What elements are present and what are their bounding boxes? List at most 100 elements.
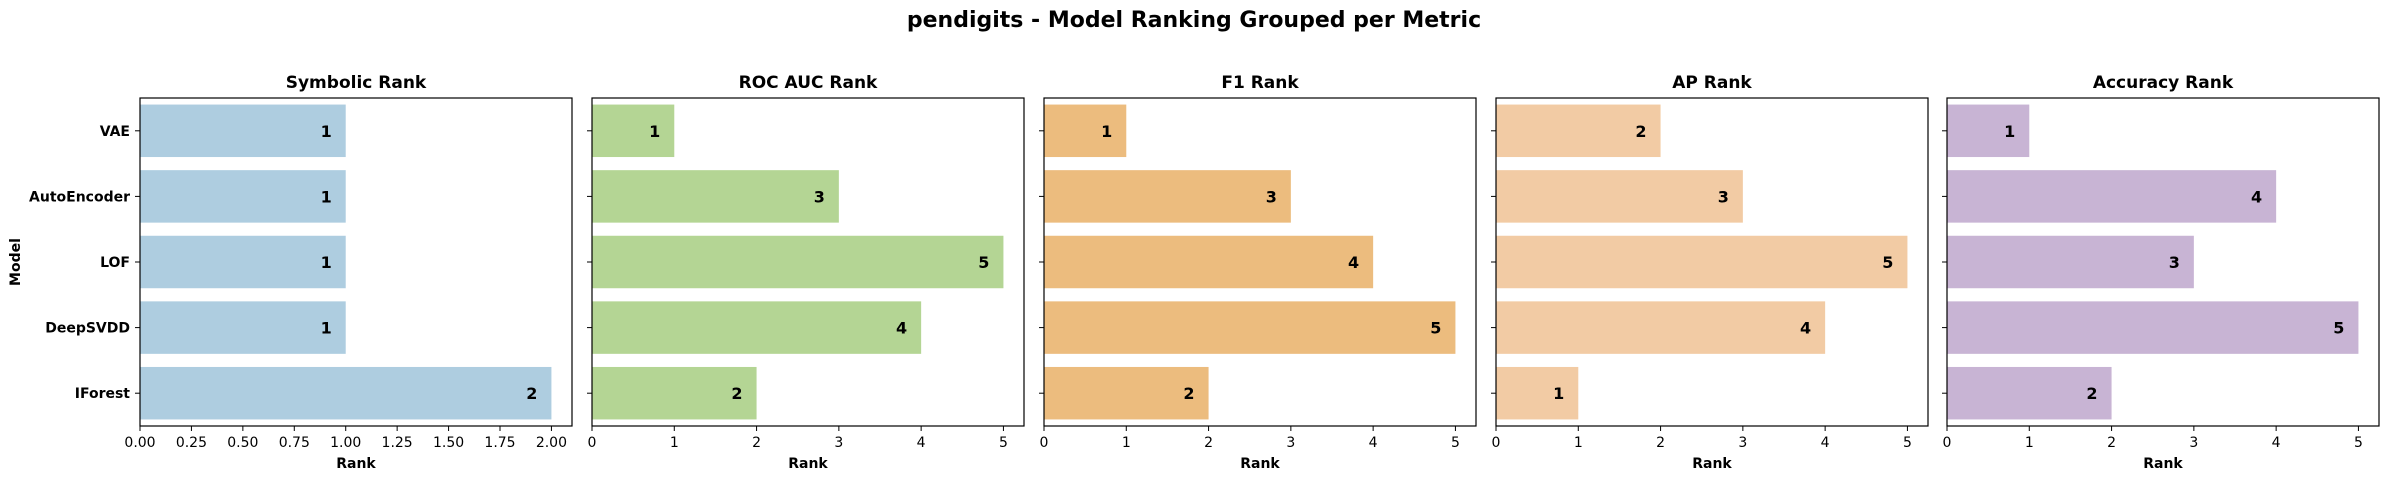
data-label: 2	[731, 384, 742, 403]
bar-vae	[592, 104, 675, 158]
bar-autoencoder	[1044, 170, 1291, 223]
panel-5: 1 4 3 5 2 0 1 2 3 4 5 Accuracy Rank Rank	[1942, 73, 2380, 472]
panel-3: 1 3 4 5 2 0 1 2 3 4 5 F1 Rank Rank	[1039, 73, 1477, 472]
bar-deepsvdd	[592, 301, 922, 354]
x-axis-label: Rank	[1692, 456, 1732, 472]
data-label: 3	[1718, 187, 1729, 206]
panel-title: AP Rank	[1672, 73, 1752, 93]
data-label: 5	[978, 253, 989, 272]
x-tick-label: 2	[1204, 435, 1213, 451]
panel-title: ROC AUC Rank	[739, 73, 878, 93]
x-tick-label: 0	[1492, 435, 1501, 451]
data-label: 2	[1183, 384, 1194, 403]
data-label: 4	[2251, 187, 2262, 206]
bar-iforest	[592, 366, 757, 420]
x-tick-label: 2.00	[536, 435, 567, 451]
x-tick-label: 4	[1821, 435, 1830, 451]
data-label: 3	[2169, 253, 2180, 272]
x-axis-label: Rank	[336, 456, 376, 472]
bar-autoencoder	[140, 170, 346, 223]
bar-autoencoder	[592, 170, 839, 223]
x-tick-label: 5	[1451, 435, 1460, 451]
x-tick-label: 5	[999, 435, 1008, 451]
y-tick-label: DeepSVDD	[45, 321, 130, 337]
x-tick-label: 3	[1286, 435, 1295, 451]
x-tick-label: 0.75	[279, 435, 310, 451]
x-tick-label: 1.75	[484, 435, 515, 451]
data-label: 2	[2086, 384, 2097, 403]
figure-y-axis-label: Model	[8, 238, 24, 286]
bar-vae	[1947, 104, 2030, 158]
axes-frame	[139, 97, 573, 427]
data-label: 3	[1266, 187, 1277, 206]
data-label: 1	[321, 187, 332, 206]
data-label: 4	[1800, 319, 1811, 338]
data-label: 5	[1430, 319, 1441, 338]
panel-title: F1 Rank	[1221, 73, 1299, 93]
bar-autoencoder	[1496, 170, 1743, 223]
panel-1: 1 VAE 1 AutoEncoder 1 LOF 1 DeepSVDD 2 IForest 0.0…	[29, 73, 573, 472]
data-label: 1	[321, 122, 332, 141]
bar-lof	[592, 235, 1004, 289]
data-label: 1	[649, 122, 660, 141]
data-label: 2	[1635, 122, 1646, 141]
bar-autoencoder	[1947, 170, 2277, 223]
panels: 1 VAE 1 AutoEncoder 1 LOF 1 DeepSVDD 2 IForest 0.0…	[29, 73, 2380, 472]
data-label: 1	[1553, 384, 1564, 403]
bar-deepsvdd	[1947, 301, 2359, 354]
x-axis-label: Rank	[788, 456, 828, 472]
x-tick-label: 0.00	[124, 435, 155, 451]
x-axis-label: Rank	[1240, 456, 1280, 472]
x-tick-label: 1.00	[330, 435, 361, 451]
data-label: 1	[2004, 122, 2015, 141]
x-tick-label: 0.25	[176, 435, 207, 451]
axes-frame	[1495, 97, 1929, 427]
x-tick-label: 1	[2025, 435, 2034, 451]
figure-title: pendigits - Model Ranking Grouped per Me…	[907, 8, 1481, 33]
x-tick-label: 3	[1738, 435, 1747, 451]
x-tick-label: 2	[2107, 435, 2116, 451]
x-tick-label: 4	[1369, 435, 1378, 451]
data-label: 1	[1101, 122, 1112, 141]
y-tick-label: VAE	[100, 124, 130, 140]
bar-iforest	[1044, 366, 1209, 420]
x-tick-label: 0	[1943, 435, 1952, 451]
x-tick-label: 1.50	[433, 435, 464, 451]
bar-deepsvdd	[1496, 301, 1826, 354]
data-label: 5	[1882, 253, 1893, 272]
x-tick-label: 3	[2189, 435, 2198, 451]
x-tick-label: 1	[1574, 435, 1583, 451]
data-label: 3	[814, 187, 825, 206]
x-tick-label: 0.50	[227, 435, 258, 451]
bar-vae	[140, 104, 346, 158]
bar-lof	[1947, 235, 2194, 289]
x-tick-label: 5	[1903, 435, 1912, 451]
bar-deepsvdd	[140, 301, 346, 354]
bar-iforest	[1947, 366, 2112, 420]
x-tick-label: 2	[1656, 435, 1665, 451]
axes-frame	[591, 97, 1025, 427]
x-tick-label: 1	[670, 435, 679, 451]
bar-iforest	[1496, 366, 1579, 420]
data-label: 5	[2333, 319, 2344, 338]
x-tick-label: 1.25	[382, 435, 413, 451]
data-label: 4	[1348, 253, 1359, 272]
bar-deepsvdd	[1044, 301, 1456, 354]
x-tick-label: 1	[1122, 435, 1131, 451]
bar-lof	[140, 235, 346, 289]
axes-frame	[1043, 97, 1477, 427]
data-label: 4	[896, 319, 907, 338]
bar-lof	[1496, 235, 1908, 289]
x-tick-label: 3	[834, 435, 843, 451]
bar-vae	[1496, 104, 1661, 158]
data-label: 1	[321, 253, 332, 272]
bar-vae	[1044, 104, 1127, 158]
panel-title: Symbolic Rank	[286, 73, 427, 93]
x-tick-label: 0	[1040, 435, 1049, 451]
x-tick-label: 0	[588, 435, 597, 451]
y-tick-label: AutoEncoder	[29, 189, 130, 205]
axes-frame	[1946, 97, 2380, 427]
panel-4: 2 3 5 4 1 0 1 2 3 4 5 AP Rank Rank	[1491, 73, 1929, 472]
bar-lof	[1044, 235, 1374, 289]
